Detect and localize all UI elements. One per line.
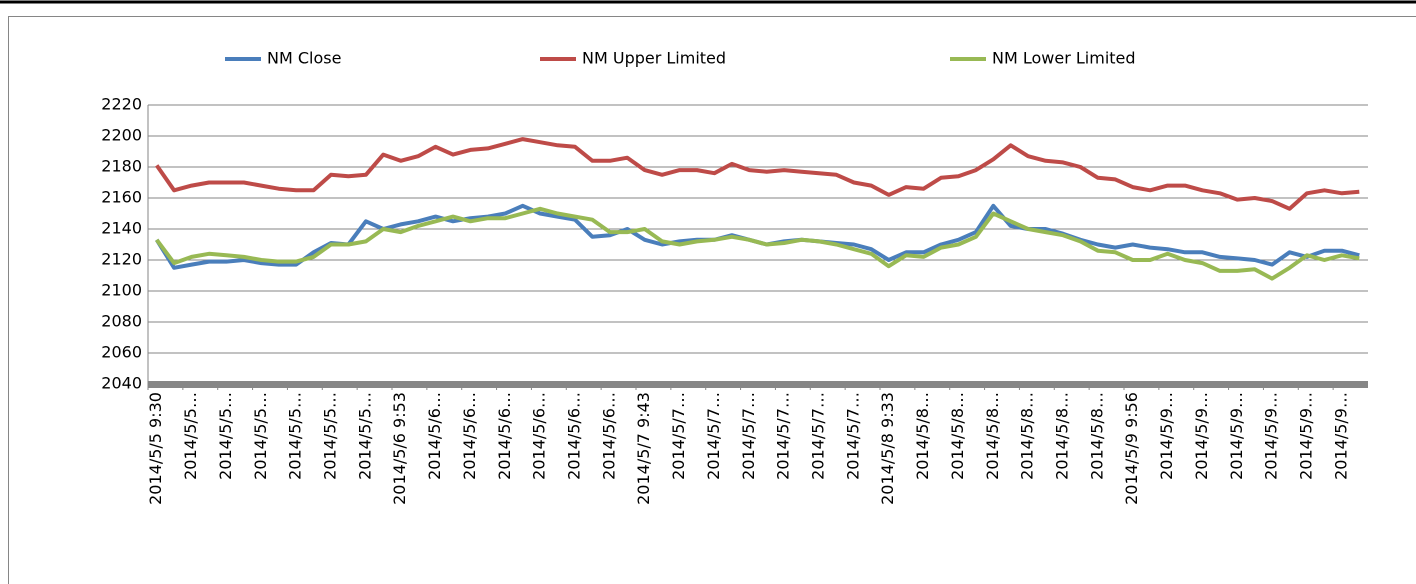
x-tick-label: 2014/5/9… [1297,392,1316,480]
x-tick-label: 2014/5/8… [948,392,967,480]
x-tick-label: 2014/5/7… [809,392,828,480]
x-tick-label: 2014/5/7… [774,392,793,480]
y-tick-label: 2080 [101,312,142,331]
y-tick-label: 2120 [101,250,142,269]
x-tick-label: 2014/5/8… [1053,392,1072,480]
x-tick-label: 2014/5/6… [425,392,444,480]
x-tick-label: 2014/5/9 9:56 [1122,392,1141,505]
x-tick-label: 2014/5/8 9:33 [878,392,897,505]
x-tick-label: 2014/5/7… [704,392,723,480]
x-tick-label: 2014/5/5 9:30 [146,392,165,505]
y-tick-label: 2060 [101,343,142,362]
y-tick-label: 2160 [101,188,142,207]
x-tick-label: 2014/5/6… [460,392,479,480]
y-tick-label: 2040 [101,374,142,393]
y-tick-label: 2220 [101,95,142,114]
x-tick-label: 2014/5/8… [913,392,932,480]
x-tick-label: 2014/5/7… [843,392,862,480]
x-axis [148,381,1368,388]
x-tick-label: 2014/5/5… [321,392,340,480]
legend-label: NM Lower Limited [992,49,1136,68]
x-tick-label: 2014/5/6 9:53 [390,392,409,505]
chart-frame [8,16,1416,584]
x-tick-label: 2014/5/5… [355,392,374,480]
y-tick-label: 2100 [101,281,142,300]
x-tick-label: 2014/5/8… [1018,392,1037,480]
x-tick-label: 2014/5/6… [599,392,618,480]
x-tick-label: 2014/5/5… [286,392,305,480]
x-tick-label: 2014/5/6… [565,392,584,480]
x-tick-label: 2014/5/7 9:43 [634,392,653,505]
legend-label: NM Close [267,49,341,68]
x-tick-label: 2014/5/9… [1192,392,1211,480]
x-tick-label: 2014/5/5… [216,392,235,480]
x-tick-label: 2014/5/9… [1227,392,1246,480]
series-line [155,206,1360,281]
x-tick-label: 2014/5/6… [530,392,549,480]
x-tick-label: 2014/5/8… [1087,392,1106,480]
y-tick-label: 2180 [101,157,142,176]
x-tick-label: 2014/5/9… [1262,392,1281,480]
y-tick-label: 2200 [101,126,142,145]
series-line [155,137,1360,211]
x-tick-label: 2014/5/5… [181,392,200,480]
x-tick-label: 2014/5/8… [983,392,1002,480]
y-tick-label: 2140 [101,219,142,238]
x-tick-label: 2014/5/9… [1157,392,1176,480]
x-tick-label: 2014/5/9… [1331,392,1350,480]
x-tick-label: 2014/5/7… [739,392,758,480]
x-tick-label: 2014/5/7… [669,392,688,480]
x-tick-label: 2014/5/5… [251,392,270,480]
legend-label: NM Upper Limited [582,49,726,68]
x-tick-label: 2014/5/6… [495,392,514,480]
